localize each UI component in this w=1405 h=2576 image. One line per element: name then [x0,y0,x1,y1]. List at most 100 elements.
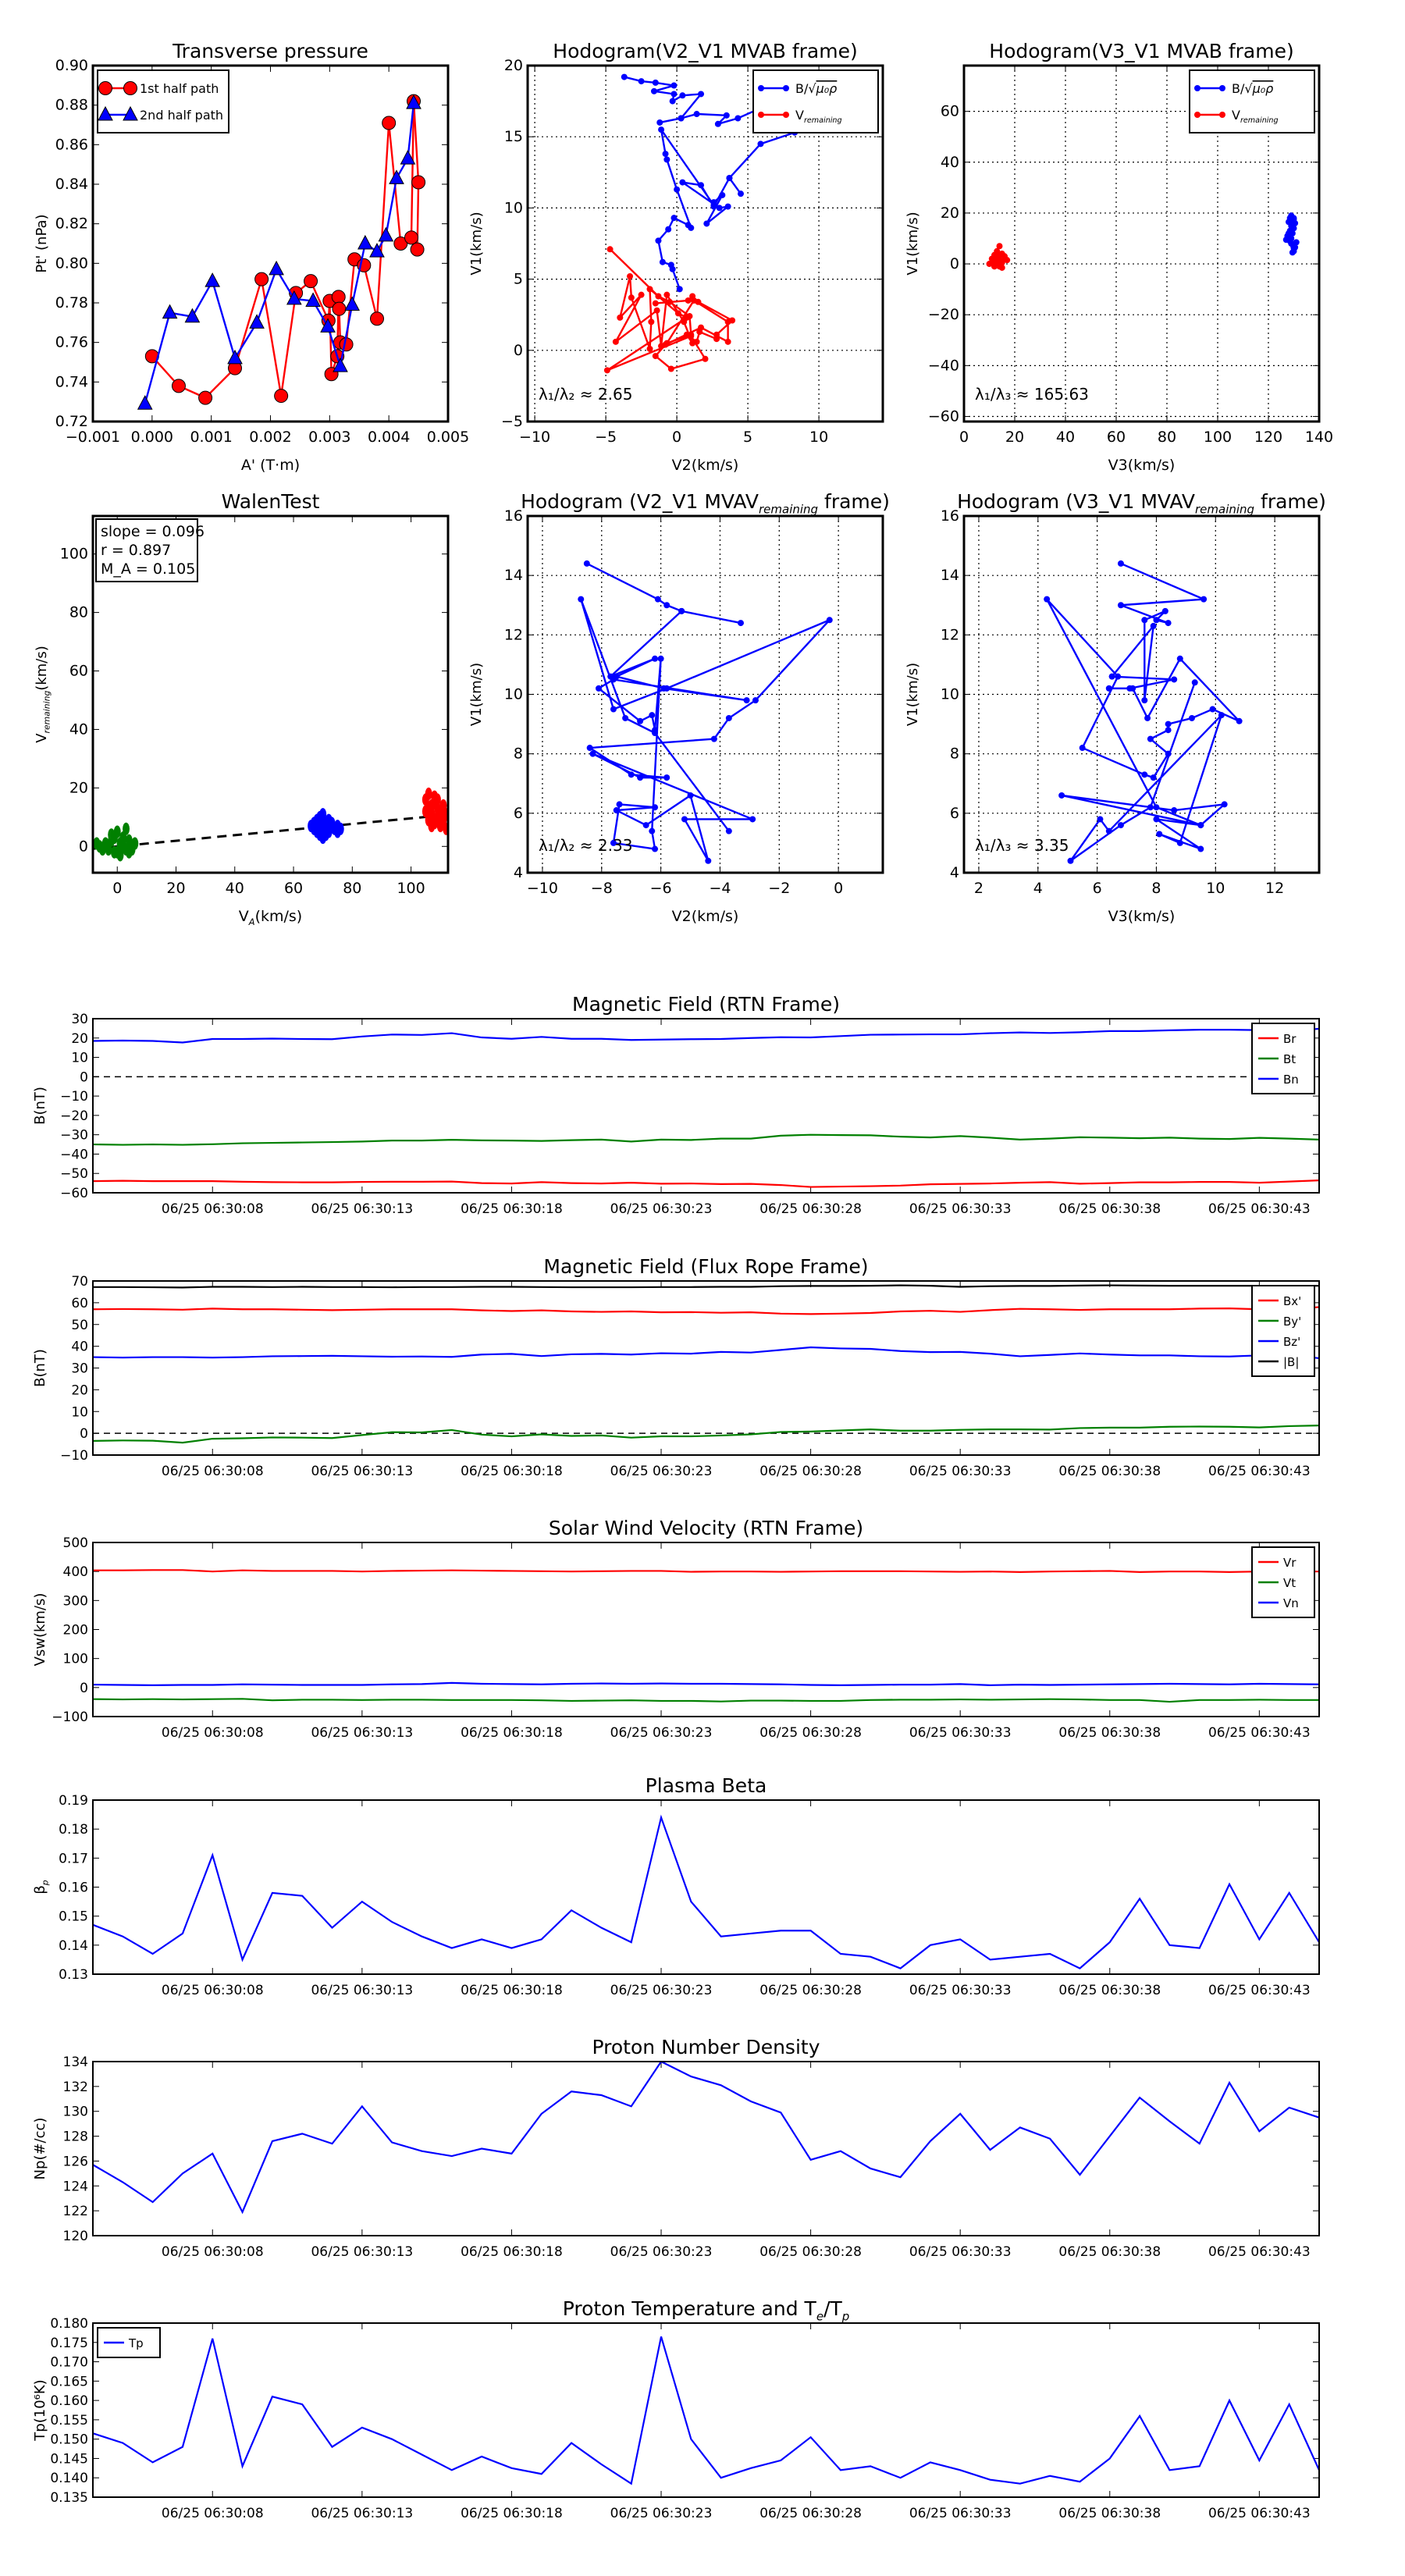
y-tick-label: 0 [80,1681,88,1696]
x-tick-label: 06/25 06:30:33 [909,2506,1012,2521]
x-tick-label: 06/25 06:30:28 [759,1464,862,1479]
x-axis-label-part: A' (T·m) [241,457,300,474]
series-0 [93,822,139,862]
legend-label: Bn [1283,1073,1299,1087]
data-point [305,292,321,307]
x-tick-label: 06/25 06:30:23 [610,1464,713,1479]
legend-item: Br [1258,1032,1297,1046]
plot-content [137,94,426,410]
legend-item: Tp [104,2336,144,2350]
y-tick-label: 4 [514,864,523,881]
data-point [678,115,685,122]
axes-frame [526,64,884,423]
legend-frame [752,69,879,133]
x-tick-label: 06/25 06:30:18 [461,1725,563,1741]
data-point [670,82,678,89]
y-tick-label: 0.17 [59,1851,88,1866]
data-point [627,272,634,279]
data-point [586,745,593,752]
y-tick-label: −40 [60,1147,88,1162]
chart-title: Hodogram (V2_V1 MVAVremaining frame) [521,490,890,516]
data-point [1289,249,1296,256]
data-point [1150,774,1157,781]
series-line [93,1424,1319,1444]
data-point [1108,673,1115,680]
y-tick-label: 16 [941,507,959,525]
x-tick-label: 40 [226,880,244,897]
chart-title: Magnetic Field (Flux Rope Frame) [543,1255,868,1278]
data-point [1150,622,1157,629]
data-point [433,793,441,806]
data-point [652,79,659,86]
legend-label-part: Vt [1283,1576,1296,1590]
x-tick-label: 0.004 [368,429,410,446]
series-0 [93,1179,1319,1188]
x-axis-label: V3(km/s) [1108,457,1176,474]
data-point [1293,239,1300,246]
chart-title: Proton Number Density [592,2036,820,2058]
data-point [1290,215,1297,222]
axes-frame [92,1799,1320,1975]
x-tick-label: −0.001 [66,429,120,446]
data-point [404,230,418,245]
y-tick-label: 4 [950,864,959,881]
data-point [98,843,106,856]
x-axis-label-part: A [248,916,255,927]
y-tick-label: 20 [71,1382,88,1398]
data-point [1147,804,1154,811]
series-1 [93,1698,1319,1703]
data-point [1188,714,1195,721]
y-axis-label-part: V [34,733,50,743]
y-tick-label: 0.13 [59,1967,88,1983]
y-tick-label: −20 [928,306,959,323]
data-point [612,338,619,345]
textbox-line: M_A = 0.105 [101,560,195,578]
x-tick-label: 06/25 06:30:43 [1208,2244,1311,2260]
data-point [696,329,703,336]
data-point [393,237,408,251]
legend-item: Bn [1258,1073,1299,1087]
chart-title-part: Hodogram (V2_V1 MVAV [521,490,759,513]
y-tick-label: 80 [69,604,88,621]
x-tick-label: 06/25 06:30:18 [461,2244,563,2260]
data-point [274,389,289,404]
legend-item: Bz' [1258,1335,1300,1349]
data-point [652,655,659,662]
x-tick-label: 06/25 06:30:43 [1208,1983,1311,1998]
data-point [685,297,692,304]
y-tick-label: −60 [928,407,959,425]
legend-item: Vr [1258,1556,1297,1570]
legend-label: Bt [1283,1052,1296,1066]
chart-proton-number-density: 06/25 06:30:08 06/25 06:30:13 06/25 06:30:… [32,2036,1320,2260]
legend-label: Vremaining [795,108,842,125]
data-point [663,685,670,692]
data-point [310,822,318,835]
y-axis-label-part: V1(km/s) [468,663,485,726]
series-line [93,1027,1319,1044]
axes-frame [526,514,884,874]
legend-label-part: By' [1283,1315,1301,1329]
textbox-line: r = 0.897 [101,542,171,559]
x-tick-label: 06/25 06:30:38 [1058,1983,1161,1998]
legend-item: B/√μ₀ρ [758,81,837,96]
data-point [1161,607,1168,614]
x-tick-label: 06/25 06:30:23 [610,1201,713,1217]
data-point [1153,804,1160,811]
data-point [676,286,683,293]
y-tick-label: 0.19 [59,1793,88,1809]
data-point [674,310,681,317]
data-point [316,822,324,835]
data-point [646,286,653,293]
data-point [1200,596,1208,603]
legend: B/√μ₀ρ Vremaining [752,69,879,133]
y-axis-label: V1(km/s) [905,212,921,275]
x-tick-label: 80 [343,880,361,897]
chart-title-part: remaining [1195,502,1254,516]
y-tick-label: 8 [950,745,959,763]
y-tick-label: 400 [63,1564,88,1580]
series-0 [93,1814,1319,1969]
data-point [137,395,153,410]
data-point [1097,816,1104,823]
y-tick-label: 40 [941,154,959,171]
